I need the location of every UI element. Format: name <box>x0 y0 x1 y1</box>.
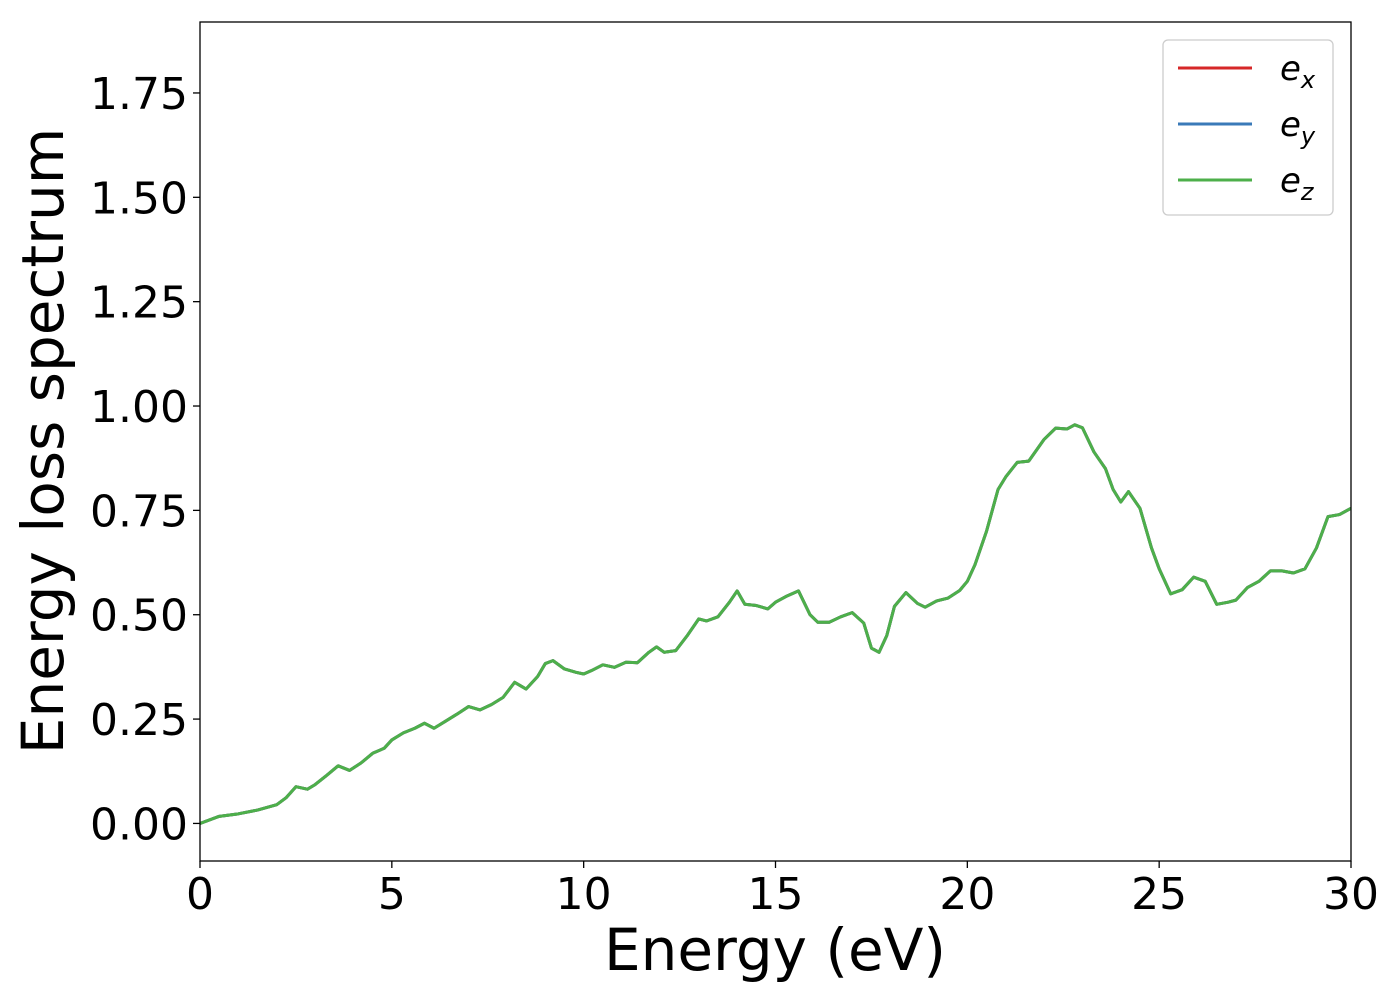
y-tick-label: 1.25 <box>90 278 188 329</box>
legend-label-e-y: ey <box>1280 105 1316 150</box>
x-axis: 0 5 10 15 20 25 30 <box>186 861 1379 920</box>
x-axis-title: Energy (eV) <box>604 916 946 984</box>
x-tick-label: 10 <box>556 869 612 920</box>
legend-label-e-z: ez <box>1280 161 1315 206</box>
x-tick-label: 25 <box>1131 869 1187 920</box>
series-line-e-y <box>200 423 1351 825</box>
y-tick-label: 0.25 <box>90 695 188 746</box>
y-tick-label: 1.75 <box>90 69 188 120</box>
y-tick-label: 1.00 <box>90 382 188 433</box>
legend: ex ey ez <box>1162 39 1334 216</box>
y-axis: 0.00 0.25 0.50 0.75 1.00 1.25 1.50 1.75 <box>90 69 200 850</box>
y-tick-label: 0.75 <box>90 486 188 537</box>
x-tick-label: 0 <box>186 869 214 920</box>
series-layer <box>200 423 1351 825</box>
y-tick-label: 1.50 <box>90 173 188 224</box>
x-tick-label: 20 <box>939 869 995 920</box>
y-axis-title: Energy loss spectrum <box>9 128 77 754</box>
x-tick-label: 30 <box>1323 869 1379 920</box>
x-tick-label: 5 <box>378 869 406 920</box>
x-tick-label: 15 <box>748 869 804 920</box>
series-line-e-x <box>200 423 1351 825</box>
legend-box <box>1162 39 1334 216</box>
series-line-e-z <box>200 423 1351 825</box>
y-tick-label: 0.50 <box>90 591 188 642</box>
legend-label-e-x: ex <box>1280 49 1316 94</box>
y-tick-label: 0.00 <box>90 799 188 850</box>
